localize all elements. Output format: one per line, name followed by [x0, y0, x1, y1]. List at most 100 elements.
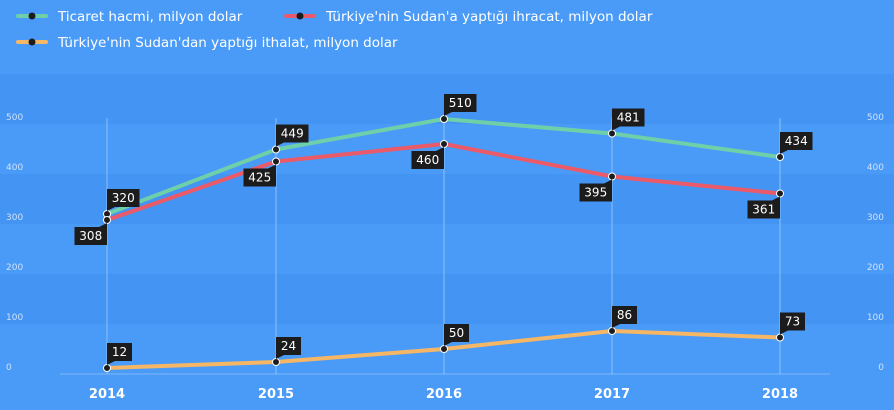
data-label: 86 — [612, 306, 637, 328]
label-box — [612, 306, 637, 324]
data-point — [440, 345, 448, 353]
data-label: 24 — [276, 337, 301, 359]
data-label: 320 — [107, 189, 140, 211]
x-tick-label: 2016 — [426, 387, 462, 402]
label-pointer — [276, 355, 284, 359]
y-tick-label-left: 300 — [6, 213, 23, 223]
label-pointer — [444, 112, 452, 116]
label-pointer — [780, 150, 788, 154]
data-label: 449 — [276, 124, 309, 147]
data-label: 361 — [747, 196, 780, 219]
legend-marker — [28, 12, 36, 20]
grid-band — [0, 274, 894, 324]
label-box — [276, 124, 309, 143]
label-box — [107, 343, 132, 361]
data-label-text: 481 — [617, 111, 640, 125]
label-pointer — [99, 223, 107, 227]
label-pointer — [107, 207, 115, 211]
y-tick-label-right: 100 — [867, 313, 884, 323]
x-axis-ticks: 2014 2015 2016 2017 2018 — [89, 387, 798, 402]
data-point — [272, 358, 280, 366]
label-box — [107, 189, 140, 207]
label-box — [444, 94, 477, 112]
data-label: 50 — [444, 324, 469, 346]
y-tick-label-left: 200 — [6, 263, 23, 273]
legend-marker — [296, 12, 304, 20]
legend: Ticaret hacmi, milyon dolar Türkiye'nin S… — [16, 9, 653, 51]
x-tick-label: 2014 — [89, 387, 125, 402]
label-pointer — [276, 142, 284, 147]
data-label-text: 460 — [416, 153, 439, 167]
data-label: 481 — [612, 108, 645, 131]
label-box — [276, 337, 301, 355]
legend-item: Türkiye'nin Sudan'dan yaptığı ithalat, m… — [16, 35, 398, 51]
legend-label: Türkiye'nin Sudan'dan yaptığı ithalat, m… — [57, 35, 398, 51]
data-point — [103, 216, 111, 224]
data-labels: 320 449 510 481 434 308 425 460 395 361 12 24 50 86 73 — [74, 94, 813, 365]
data-label-text: 24 — [281, 339, 296, 353]
data-label: 73 — [780, 312, 805, 335]
data-point — [272, 145, 280, 154]
y-tick-label-right: 300 — [867, 213, 884, 223]
label-pointer — [604, 179, 612, 184]
label-pointer — [612, 126, 620, 131]
y-tick-label-right: 0 — [878, 363, 884, 373]
data-label: 395 — [579, 179, 612, 202]
data-label-text: 50 — [449, 326, 464, 340]
x-tick-label: 2017 — [594, 387, 630, 402]
label-box — [411, 151, 444, 169]
data-point — [776, 189, 784, 198]
x-tick-label: 2018 — [762, 387, 798, 402]
x-tick-label: 2015 — [258, 387, 294, 402]
data-point — [272, 157, 280, 166]
data-point — [440, 115, 448, 123]
y-tick-label-right: 500 — [867, 113, 884, 123]
label-box — [74, 227, 107, 245]
label-box — [747, 200, 780, 219]
legend-item: Türkiye'nin Sudan'a yaptığı ihracat, mil… — [284, 9, 653, 25]
label-pointer — [107, 361, 115, 365]
data-label-text: 73 — [785, 315, 800, 329]
data-label-text: 308 — [79, 229, 102, 243]
y-tick-label-left: 400 — [6, 163, 23, 173]
data-point — [440, 140, 448, 148]
legend-label: Türkiye'nin Sudan'a yaptığı ihracat, mil… — [325, 9, 653, 25]
data-label-text: 425 — [248, 171, 271, 185]
label-box — [243, 168, 276, 187]
y-tick-label-left: 500 — [6, 113, 23, 123]
label-pointer — [780, 330, 788, 335]
data-label-text: 86 — [617, 308, 632, 322]
legend-item: Ticaret hacmi, milyon dolar — [16, 9, 243, 25]
label-pointer — [612, 324, 620, 328]
label-pointer — [444, 342, 452, 346]
label-pointer — [772, 196, 780, 201]
data-label-text: 434 — [785, 134, 808, 148]
data-point — [776, 333, 784, 342]
data-point — [776, 153, 784, 161]
data-point — [103, 364, 111, 372]
y-tick-label-left: 0 — [6, 363, 12, 373]
label-box — [612, 108, 645, 127]
grid-bands — [0, 74, 894, 375]
data-label: 425 — [243, 164, 276, 187]
y-tick-label-left: 100 — [6, 313, 23, 323]
data-label: 460 — [411, 147, 444, 169]
label-box — [444, 324, 469, 342]
data-label-text: 361 — [752, 203, 775, 217]
label-box — [780, 312, 805, 331]
data-label-text: 12 — [112, 345, 127, 359]
y-tick-label-right: 400 — [867, 163, 884, 173]
data-point — [608, 172, 616, 181]
label-pointer — [268, 164, 276, 169]
data-label: 434 — [780, 132, 813, 154]
data-label-text: 449 — [281, 127, 304, 141]
data-label-text: 395 — [584, 186, 607, 200]
data-point — [608, 129, 616, 138]
y-tick-label-right: 200 — [867, 263, 884, 273]
label-box — [579, 183, 612, 202]
data-label: 308 — [74, 223, 107, 245]
data-label: 12 — [107, 343, 132, 365]
legend-marker — [28, 38, 36, 46]
legend-label: Ticaret hacmi, milyon dolar — [57, 9, 243, 25]
